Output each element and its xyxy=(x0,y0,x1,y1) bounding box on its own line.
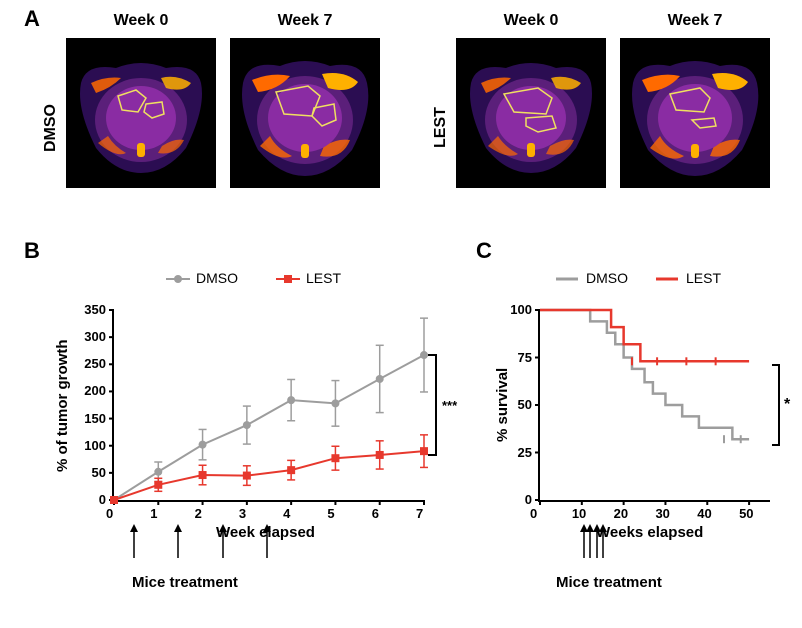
x-tick: 10 xyxy=(572,506,586,521)
x-tick: 6 xyxy=(372,506,379,521)
chart-c xyxy=(538,310,770,502)
panel-a: DMSO LEST Week 0 Week 7 Week 0 Week 7 xyxy=(38,12,778,202)
treatment-arrow-icon xyxy=(172,524,184,565)
y-tick: 350 xyxy=(74,302,106,317)
y-tick: 75 xyxy=(502,350,532,365)
scan-title: Week 0 xyxy=(456,12,606,30)
group-label-dmso: DMSO xyxy=(42,104,60,152)
sig-bracket-icon xyxy=(426,310,442,500)
legend-label: LEST xyxy=(306,270,341,286)
y-tick: 150 xyxy=(74,411,106,426)
legend-item-dmso: DMSO xyxy=(556,270,628,286)
legend-label: LEST xyxy=(686,270,721,286)
y-tick: 300 xyxy=(74,329,106,344)
y-tick: 0 xyxy=(502,492,532,507)
x-tick: 3 xyxy=(239,506,246,521)
treatment-label: Mice treatment xyxy=(132,574,238,591)
legend-label: DMSO xyxy=(196,270,238,286)
legend-item-lest: LEST xyxy=(656,270,721,286)
legend-item-dmso: DMSO xyxy=(166,270,238,286)
x-tick: 50 xyxy=(739,506,753,521)
scan-title: Week 0 xyxy=(66,12,216,30)
scan-title: Week 7 xyxy=(620,12,770,30)
mri-icon xyxy=(66,38,216,188)
y-tick: 100 xyxy=(74,438,106,453)
y-tick: 250 xyxy=(74,356,106,371)
group-label-lest: LEST xyxy=(432,107,450,148)
x-tick: 0 xyxy=(530,506,537,521)
treatment-label: Mice treatment xyxy=(556,574,662,591)
y-tick: 25 xyxy=(502,445,532,460)
y-tick: 100 xyxy=(502,302,532,317)
panel-b: DMSO LEST % of tumor growth Week elapsed… xyxy=(36,252,466,592)
scan-dmso-w0 xyxy=(66,38,216,188)
mri-icon xyxy=(620,38,770,188)
x-tick: 30 xyxy=(655,506,669,521)
sig-bracket-icon xyxy=(770,310,784,500)
legend-marker-icon xyxy=(556,272,580,284)
scan-lest-w0 xyxy=(456,38,606,188)
x-tick: 5 xyxy=(327,506,334,521)
treatment-arrow-icon xyxy=(261,524,273,565)
mri-icon xyxy=(230,38,380,188)
treatment-arrow-icon xyxy=(128,524,140,565)
legend-marker-icon xyxy=(276,272,300,284)
scan-dmso-w7 xyxy=(230,38,380,188)
treatment-arrow-icon xyxy=(598,524,608,565)
panel-c: DMSO LEST % survival Weeks elapsed 02550… xyxy=(486,252,786,592)
y-tick: 50 xyxy=(502,397,532,412)
x-tick: 7 xyxy=(416,506,423,521)
legend-marker-icon xyxy=(166,272,190,284)
x-tick: 0 xyxy=(106,506,113,521)
y-tick: 50 xyxy=(74,465,106,480)
legend-marker-icon xyxy=(656,272,680,284)
x-tick: 2 xyxy=(195,506,202,521)
significance-label: *** xyxy=(442,398,457,413)
scan-title: Week 7 xyxy=(230,12,380,30)
x-tick: 1 xyxy=(150,506,157,521)
y-axis-title: % of tumor growth xyxy=(54,340,71,472)
chart-svg xyxy=(114,310,424,500)
x-axis-title: Weeks elapsed xyxy=(596,524,703,541)
mri-icon xyxy=(456,38,606,188)
x-tick: 40 xyxy=(697,506,711,521)
significance-label: * xyxy=(784,396,790,414)
treatment-arrow-icon xyxy=(217,524,229,565)
figure-root: A B C DMSO LEST Week 0 Week 7 Week 0 Wee… xyxy=(0,0,802,628)
y-tick: 0 xyxy=(74,492,106,507)
x-tick: 4 xyxy=(283,506,290,521)
chart-b xyxy=(112,310,424,502)
scan-lest-w7 xyxy=(620,38,770,188)
legend-label: DMSO xyxy=(586,270,628,286)
legend-item-lest: LEST xyxy=(276,270,341,286)
y-tick: 200 xyxy=(74,383,106,398)
chart-svg xyxy=(540,310,770,500)
x-tick: 20 xyxy=(614,506,628,521)
